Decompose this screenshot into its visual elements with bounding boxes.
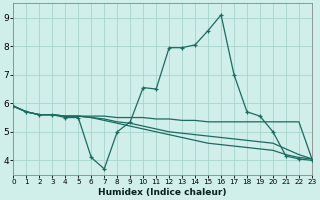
X-axis label: Humidex (Indice chaleur): Humidex (Indice chaleur)	[98, 188, 227, 197]
